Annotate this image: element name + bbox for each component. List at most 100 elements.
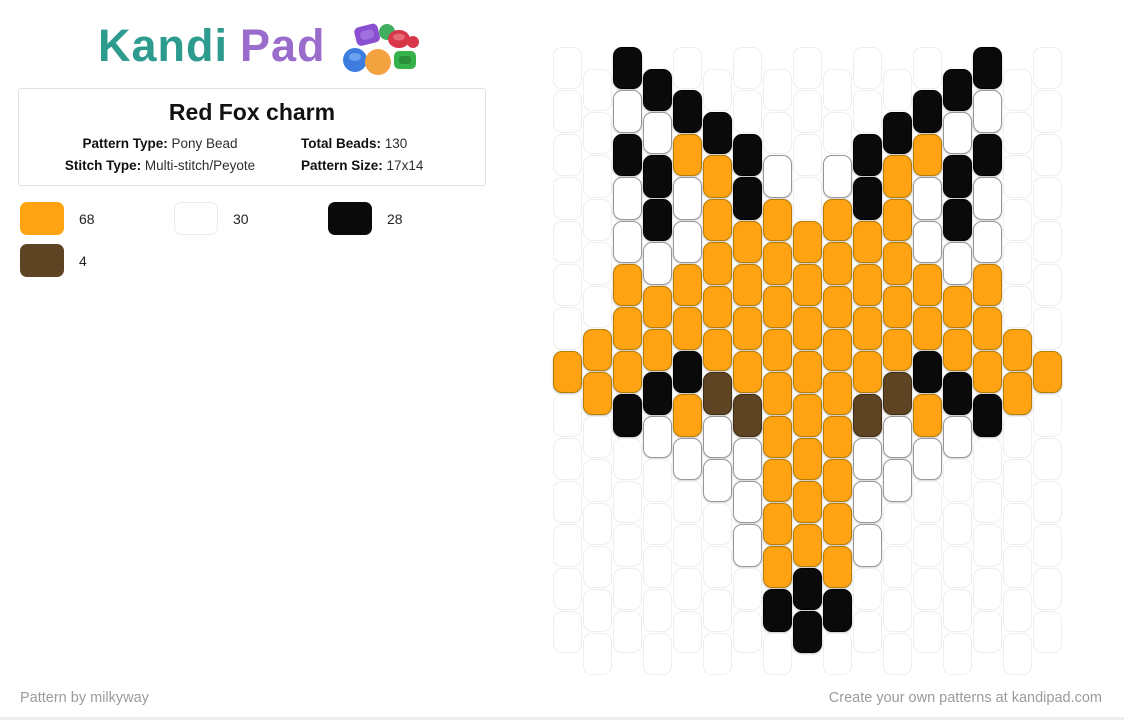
logo-pad-text: Pad xyxy=(240,20,326,71)
empty-cell xyxy=(702,589,732,632)
empty-cell xyxy=(1032,611,1062,654)
orange-bead xyxy=(672,394,702,437)
orange-bead xyxy=(762,329,792,372)
empty-cell xyxy=(852,90,882,133)
orange-bead xyxy=(792,437,822,480)
empty-cell xyxy=(1002,242,1032,285)
pattern-column xyxy=(822,68,852,676)
legend-item-brown: 4 xyxy=(20,244,174,277)
orange-bead xyxy=(972,350,1002,394)
empty-cell xyxy=(1032,567,1062,611)
black-bead xyxy=(822,589,852,632)
black-bead xyxy=(972,394,1002,437)
empty-cell xyxy=(642,632,672,676)
orange-bead xyxy=(912,133,942,177)
empty-cell xyxy=(942,502,972,545)
orange-swatch xyxy=(20,202,64,235)
empty-cell xyxy=(552,263,582,307)
empty-cell xyxy=(852,611,882,654)
empty-cell xyxy=(582,285,612,329)
black-bead xyxy=(612,47,642,90)
white-bead xyxy=(882,459,912,502)
orange-bead xyxy=(822,198,852,242)
orange-bead xyxy=(732,350,762,394)
empty-cell xyxy=(582,68,612,112)
legend-item-orange: 68 xyxy=(20,202,174,235)
black-bead xyxy=(912,90,942,133)
orange-bead xyxy=(702,198,732,242)
white-bead xyxy=(612,220,642,263)
brown-bead xyxy=(882,372,912,415)
empty-cell xyxy=(1002,545,1032,589)
empty-cell xyxy=(672,47,702,90)
orange-bead xyxy=(762,242,792,285)
empty-cell xyxy=(792,177,822,220)
empty-cell xyxy=(1002,589,1032,632)
empty-cell xyxy=(972,567,1002,611)
empty-cell xyxy=(552,394,582,437)
legend-item-white: 30 xyxy=(174,202,328,235)
empty-cell xyxy=(1032,524,1062,567)
orange-bead xyxy=(642,329,672,372)
black-bead xyxy=(852,133,882,177)
white-bead xyxy=(912,177,942,220)
orange-bead xyxy=(702,155,732,198)
empty-cell xyxy=(1032,480,1062,524)
orange-bead xyxy=(732,263,762,307)
empty-cell xyxy=(1032,90,1062,133)
black-bead xyxy=(732,177,762,220)
empty-cell xyxy=(732,611,762,654)
white-bead xyxy=(612,90,642,133)
orange-bead xyxy=(762,285,792,329)
empty-cell xyxy=(882,589,912,632)
orange-bead xyxy=(552,350,582,394)
pattern-column xyxy=(672,47,702,654)
empty-cell xyxy=(1002,415,1032,459)
black-bead xyxy=(642,155,672,198)
meta-pattern-size: Pattern Size: 17x14 xyxy=(301,158,485,173)
empty-cell xyxy=(1002,112,1032,155)
black-bead xyxy=(942,68,972,112)
orange-bead xyxy=(852,263,882,307)
orange-bead xyxy=(972,307,1002,350)
orange-bead xyxy=(1032,350,1062,394)
pattern-column xyxy=(612,47,642,654)
pattern-column xyxy=(762,68,792,676)
empty-cell xyxy=(762,68,792,112)
orange-bead xyxy=(792,480,822,524)
orange-bead xyxy=(852,350,882,394)
empty-cell xyxy=(582,415,612,459)
empty-cell xyxy=(612,524,642,567)
black-bead xyxy=(942,372,972,415)
empty-cell xyxy=(882,545,912,589)
empty-cell xyxy=(552,611,582,654)
empty-cell xyxy=(672,524,702,567)
empty-cell xyxy=(1032,263,1062,307)
empty-cell xyxy=(552,567,582,611)
meta-stitch-type-value: Multi-stitch/Peyote xyxy=(144,158,256,173)
pattern-column xyxy=(642,68,672,676)
black-bead xyxy=(882,112,912,155)
empty-cell xyxy=(762,632,792,676)
orange-bead xyxy=(822,415,852,459)
pattern-column xyxy=(552,47,582,654)
empty-cell xyxy=(552,90,582,133)
empty-cell xyxy=(1032,307,1062,350)
white-bead xyxy=(852,524,882,567)
white-bead xyxy=(612,177,642,220)
white-bead xyxy=(642,242,672,285)
white-bead xyxy=(972,220,1002,263)
black-bead xyxy=(852,177,882,220)
orange-bead xyxy=(942,285,972,329)
white-bead xyxy=(732,524,762,567)
empty-cell xyxy=(702,68,732,112)
empty-cell xyxy=(582,198,612,242)
black-bead xyxy=(762,589,792,632)
white-bead xyxy=(972,177,1002,220)
orange-bead xyxy=(582,329,612,372)
white-bead xyxy=(672,220,702,263)
kandipad-logo[interactable]: Kandi Pad xyxy=(98,16,420,76)
empty-cell xyxy=(942,545,972,589)
kandipad-link[interactable]: Create your own patterns at kandipad.com xyxy=(828,690,1102,706)
white-bead xyxy=(702,415,732,459)
